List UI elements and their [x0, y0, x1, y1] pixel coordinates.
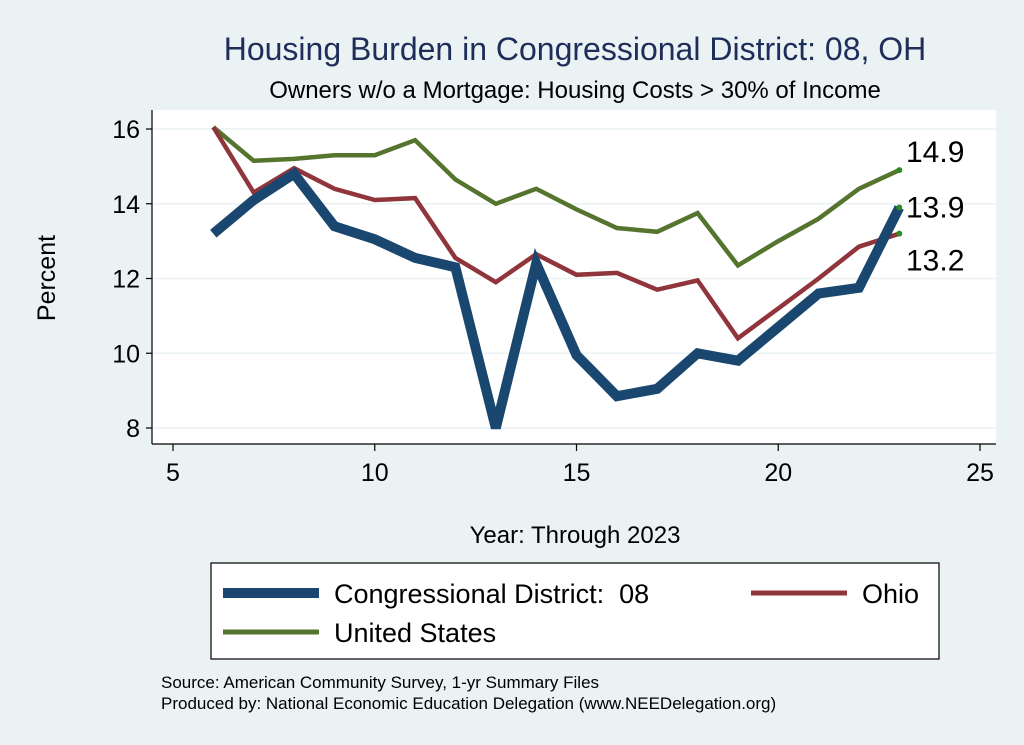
legend-box — [210, 562, 940, 660]
legend-label-ohio: Ohio — [862, 579, 919, 609]
y-axis: 8 10 12 14 16 — [112, 110, 153, 444]
chart-title: Housing Burden in Congressional District… — [224, 31, 927, 67]
legend-label-district: Congressional District: 08 — [334, 579, 649, 609]
y-tick-label: 12 — [112, 266, 140, 294]
series-line-district — [210, 167, 904, 430]
footer-produced-by: Produced by: National Economic Education… — [161, 694, 776, 713]
end-label-united-states: 14.9 — [906, 136, 964, 169]
x-axis-title: Year: Through 2023 — [470, 522, 681, 549]
x-tick-label: 25 — [966, 459, 994, 487]
end-label-ohio: 13.2 — [906, 245, 964, 278]
legend-label-united-states: United States — [334, 618, 496, 648]
y-tick-label: 16 — [112, 116, 140, 144]
end-label-district: 13.9 — [906, 191, 964, 224]
legend: Congressional District: 08 Ohio United S… — [210, 562, 940, 660]
series-line-united-states — [211, 125, 901, 269]
chart-subtitle: Owners w/o a Mortgage: Housing Costs > 3… — [269, 77, 881, 104]
x-tick-label: 5 — [166, 459, 180, 487]
footer-source: Source: American Community Survey, 1-yr … — [161, 673, 599, 692]
end-marker — [896, 167, 903, 174]
y-tick-label: 14 — [112, 191, 140, 219]
end-marker — [896, 230, 903, 237]
x-tick-label: 10 — [361, 459, 389, 487]
plot-area — [152, 110, 996, 444]
end-labels: 13.9 13.2 14.9 — [896, 136, 964, 278]
y-axis-title: Percent — [33, 235, 61, 321]
y-tick-label: 10 — [112, 340, 140, 368]
x-axis: 5 10 15 20 25 — [152, 443, 996, 487]
y-tick-label: 8 — [126, 415, 140, 443]
series-line-ohio — [211, 125, 900, 342]
x-tick-label: 15 — [563, 459, 591, 487]
end-marker — [896, 204, 903, 211]
x-tick-label: 20 — [764, 459, 792, 487]
series-lines — [210, 125, 904, 430]
